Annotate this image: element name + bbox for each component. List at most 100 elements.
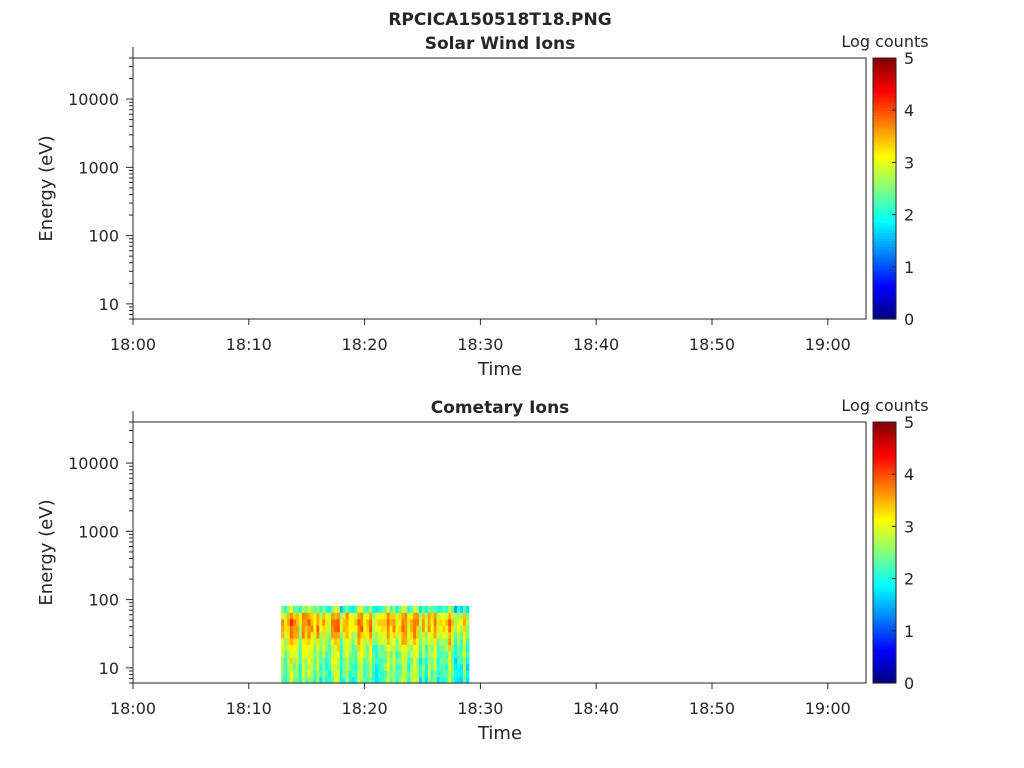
spectrogram-cell bbox=[319, 670, 323, 678]
spectrogram-cell bbox=[295, 650, 300, 658]
colorbar-segment bbox=[873, 575, 896, 580]
spectrogram-block bbox=[281, 605, 470, 684]
spectrogram-cell bbox=[430, 625, 435, 633]
spectrogram-cell bbox=[328, 657, 332, 665]
spectrogram-cell bbox=[448, 644, 452, 652]
colorbar-segment bbox=[873, 115, 896, 119]
spectrogram-cell bbox=[383, 637, 388, 646]
spectrogram-cell bbox=[436, 605, 441, 613]
colorbar-segment bbox=[873, 547, 896, 551]
colorbar-segment bbox=[873, 643, 896, 648]
spectrogram-cell bbox=[416, 650, 420, 658]
colorbar-segment bbox=[873, 272, 896, 276]
spectrogram-cell bbox=[319, 644, 323, 652]
spectrogram-cell bbox=[421, 637, 426, 646]
spectrogram-cell bbox=[292, 625, 297, 633]
colorbar-segment bbox=[873, 599, 896, 603]
colorbar-segment bbox=[873, 305, 896, 310]
spectrogram-cell bbox=[281, 657, 285, 665]
spectrogram-cell bbox=[295, 644, 300, 652]
spectrogram-cell bbox=[357, 631, 361, 639]
colorbar-segment bbox=[873, 502, 896, 507]
spectrogram-cell bbox=[413, 650, 417, 658]
spectrogram-cell bbox=[360, 637, 364, 646]
spectrogram-cell bbox=[369, 670, 373, 678]
spectrogram-cell bbox=[460, 644, 464, 652]
spectrogram-cell bbox=[404, 670, 408, 678]
colorbar-segment bbox=[873, 505, 896, 509]
spectrogram-cell bbox=[336, 663, 341, 671]
spectrogram-cell bbox=[301, 625, 306, 633]
colorbar-segment bbox=[873, 292, 896, 297]
spectrogram-cell bbox=[357, 612, 361, 620]
spectrogram-cell bbox=[325, 644, 329, 652]
spectrogram-cell bbox=[448, 676, 452, 684]
colorbar-segment bbox=[873, 300, 896, 304]
spectrogram-cell bbox=[331, 644, 335, 652]
colorbar-segment bbox=[873, 313, 896, 317]
spectrogram-cell bbox=[372, 637, 376, 646]
spectrogram-cell bbox=[351, 605, 356, 613]
colorbar-segment bbox=[873, 427, 896, 431]
spectrogram-cell bbox=[345, 676, 350, 684]
spectrogram-cell bbox=[363, 644, 367, 652]
spectrogram-cell bbox=[292, 676, 297, 684]
colorbar-segment bbox=[873, 287, 896, 291]
spectrogram-cell bbox=[336, 644, 341, 652]
spectrogram-cell bbox=[295, 663, 300, 671]
spectrogram-cell bbox=[404, 637, 408, 646]
spectrogram-cell bbox=[439, 612, 444, 620]
spectrogram-cell bbox=[445, 670, 449, 678]
spectrogram-cell bbox=[442, 625, 446, 633]
spectrogram-cell bbox=[339, 676, 344, 684]
spectrogram-cell bbox=[298, 650, 303, 658]
spectrogram-cell bbox=[416, 605, 420, 613]
spectrogram-cell bbox=[354, 644, 359, 652]
colorbar-segment bbox=[873, 565, 896, 569]
spectrogram-cell bbox=[386, 618, 391, 626]
spectrogram-cell bbox=[342, 637, 347, 646]
spectrogram-cell bbox=[395, 670, 400, 678]
spectrogram-cell bbox=[460, 618, 464, 626]
spectrogram-cell bbox=[454, 637, 458, 646]
spectrogram-cell bbox=[287, 676, 291, 684]
spectrogram-cell bbox=[369, 631, 373, 639]
spectrogram-cell bbox=[322, 612, 326, 620]
spectrogram-cell bbox=[342, 657, 347, 665]
spectrogram-cell bbox=[301, 631, 306, 639]
colorbar-segment bbox=[873, 440, 896, 444]
spectrogram-cell bbox=[339, 650, 344, 658]
spectrogram-cell bbox=[460, 605, 464, 613]
spectrogram-cell bbox=[292, 618, 297, 626]
spectrogram-cell bbox=[292, 663, 297, 671]
spectrogram-cell bbox=[395, 618, 400, 626]
spectrogram-cell bbox=[454, 605, 458, 613]
spectrogram-cell bbox=[398, 637, 402, 646]
spectrogram-cell bbox=[465, 637, 470, 646]
colorbar-segment bbox=[873, 73, 896, 77]
spectrogram-cell bbox=[416, 637, 420, 646]
spectrogram-cell bbox=[290, 612, 294, 620]
spectrogram-cell bbox=[448, 612, 452, 620]
colorbar-segment bbox=[873, 557, 896, 561]
y-tick-label: 100 bbox=[88, 591, 119, 610]
colorbar-segment bbox=[873, 230, 896, 234]
spectrogram-cell bbox=[292, 657, 297, 665]
spectrogram-cell bbox=[304, 605, 309, 613]
spectrogram-cell bbox=[427, 631, 432, 639]
spectrogram-cell bbox=[307, 644, 312, 652]
spectrogram-cell bbox=[427, 605, 432, 613]
colorbar-segment bbox=[873, 568, 896, 572]
spectrogram-cell bbox=[436, 631, 441, 639]
spectrogram-cell bbox=[404, 625, 408, 633]
colorbar-segment bbox=[873, 489, 896, 494]
spectrogram-cell bbox=[295, 631, 300, 639]
spectrogram-cell bbox=[375, 657, 379, 665]
spectrogram-cell bbox=[430, 670, 435, 678]
spectrogram-cell bbox=[298, 644, 303, 652]
colorbar-segment bbox=[873, 531, 896, 535]
spectrogram-cell bbox=[398, 618, 402, 626]
spectrogram-cell bbox=[328, 618, 332, 626]
colorbar-segment bbox=[873, 308, 896, 312]
